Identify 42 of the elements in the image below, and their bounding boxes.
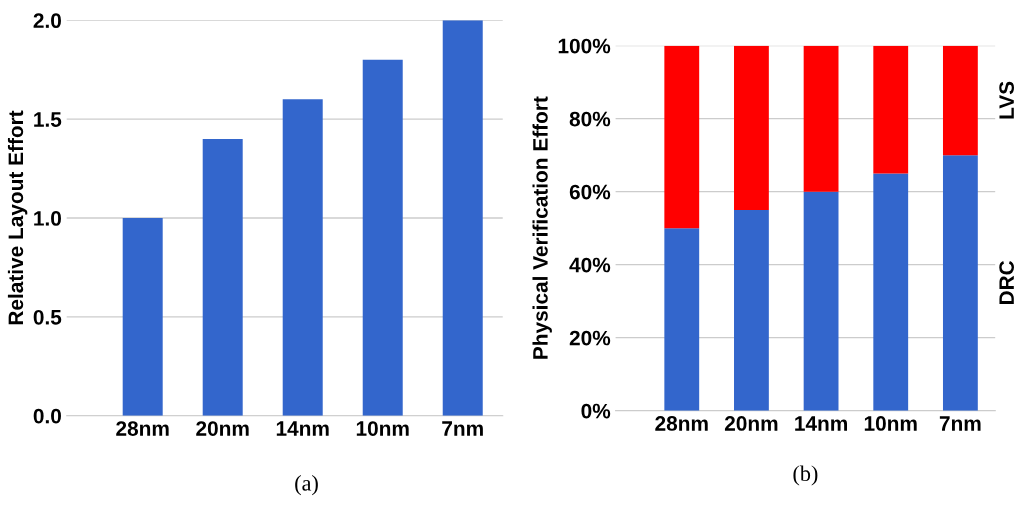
- y-axis-title: Physical Verification Effort: [532, 96, 552, 359]
- bar: [664, 45, 700, 229]
- x-tick-label: 10nm: [356, 421, 409, 436]
- bar: [362, 59, 403, 416]
- bar: [664, 228, 700, 411]
- text: (b): [793, 465, 818, 486]
- y-tick-label: 1.5: [34, 112, 62, 127]
- x-tick-label: 7nm: [442, 421, 483, 436]
- y-tick-label: 1.0: [34, 211, 61, 226]
- y-tick-label: 60%: [569, 184, 611, 200]
- x-tick-label: 28nm: [655, 416, 708, 431]
- x-tick-label: 14nm: [276, 421, 329, 436]
- y-axis-title: Relative Layout Effort: [7, 110, 28, 325]
- text: (a): [295, 475, 318, 496]
- y-tick-label: 20%: [569, 330, 611, 346]
- y-tick-label: 0.5: [33, 309, 62, 325]
- bar: [734, 45, 769, 210]
- bar: [202, 138, 243, 416]
- bar: [803, 45, 839, 192]
- text: LVS: [999, 81, 1015, 119]
- y-tick-label: 0%: [581, 403, 611, 419]
- bar: [734, 209, 769, 411]
- bar: [873, 173, 909, 411]
- y-tick-label: 0.0: [33, 408, 61, 424]
- text: DRC: [999, 260, 1015, 305]
- bar: [442, 20, 483, 416]
- x-tick-label: 14nm: [795, 416, 847, 431]
- y-tick-label: 80%: [569, 111, 611, 127]
- y-tick-label: 100%: [558, 38, 611, 54]
- bar: [942, 155, 978, 411]
- y-tick-label: 2.0: [33, 13, 61, 29]
- bar: [282, 99, 323, 416]
- x-tick-label: 20nm: [196, 421, 249, 436]
- x-tick-label: 10nm: [864, 416, 917, 431]
- y-tick-label: 40%: [569, 257, 611, 273]
- x-tick-label: 20nm: [724, 416, 778, 431]
- bar: [122, 218, 163, 416]
- bar: [803, 191, 839, 411]
- bar: [873, 45, 909, 174]
- bar: [942, 45, 978, 156]
- x-tick-label: 28nm: [116, 421, 169, 436]
- x-tick-label: 7nm: [939, 416, 981, 431]
